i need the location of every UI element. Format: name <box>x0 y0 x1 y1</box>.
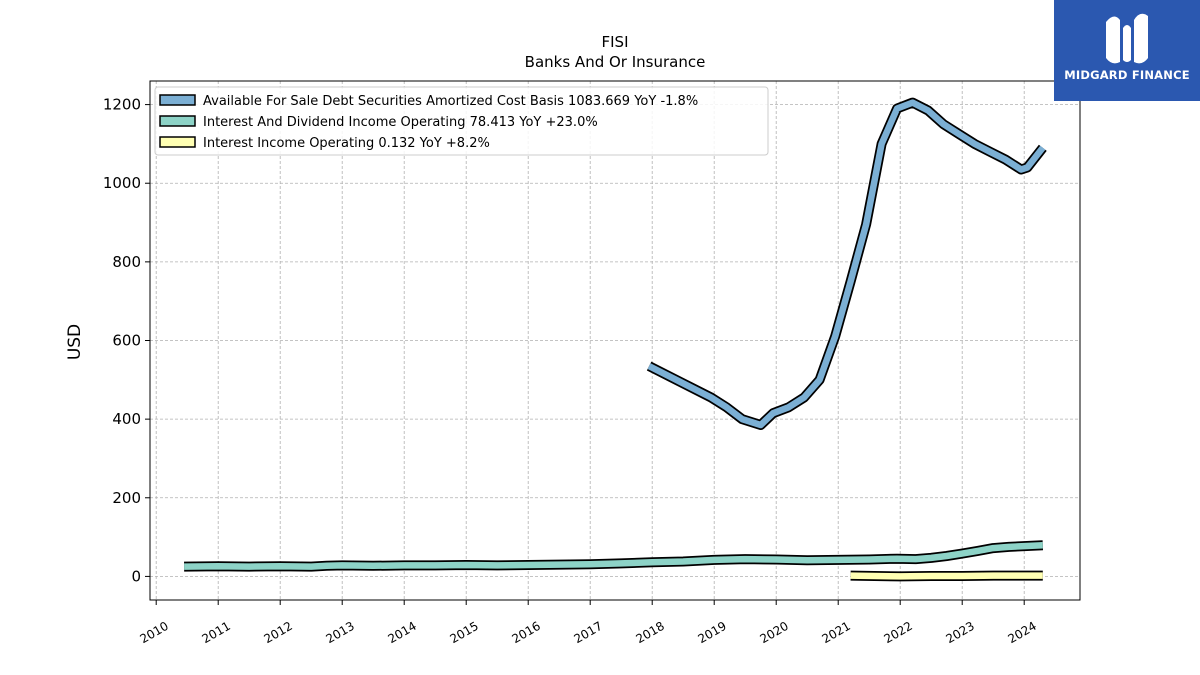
legend-label-2: Interest Income Operating 0.132 YoY +8.2… <box>203 136 490 151</box>
x-tick-label: 2012 <box>261 619 294 646</box>
y-tick-label: 0 <box>131 567 141 585</box>
legend-box <box>154 86 769 156</box>
x-tick-label: 2023 <box>943 619 976 646</box>
grid <box>150 81 1080 600</box>
x-tick-label: 2011 <box>199 619 232 646</box>
x-tick-label: 2024 <box>1005 619 1038 646</box>
logo-text: MIDGARD FINANCE <box>1064 68 1190 82</box>
x-tick-label: 2014 <box>385 619 418 646</box>
legend-swatch-1 <box>159 115 196 127</box>
x-tick-label: 2017 <box>571 619 604 646</box>
x-tick-label: 2021 <box>819 619 852 646</box>
x-tick-label: 2018 <box>633 619 666 646</box>
legend-swatch-2 <box>159 136 196 148</box>
x-tick-label: 2016 <box>509 619 542 646</box>
x-tick-label: 2020 <box>757 619 790 646</box>
logo-mark-icon <box>1106 13 1148 64</box>
legend-swatch-0 <box>159 94 196 106</box>
chart-subtitle: Banks And Or Insurance <box>525 53 706 71</box>
x-tick-label: 2010 <box>137 619 170 646</box>
y-tick-label: 600 <box>112 332 141 350</box>
series-line-1 <box>184 542 1043 570</box>
x-tick-label: 2015 <box>447 619 480 646</box>
legend: Available For Sale Debt Securities Amort… <box>154 86 769 156</box>
series-layer <box>184 97 1047 582</box>
brand-logo: MIDGARD FINANCE <box>1054 0 1200 101</box>
x-tick-label: 2022 <box>881 619 914 646</box>
x-tick-label: 2013 <box>323 619 356 646</box>
y-tick-label: 1200 <box>103 96 141 114</box>
legend-label-0: Available For Sale Debt Securities Amort… <box>203 94 698 109</box>
chart-title: FISI <box>602 33 629 51</box>
y-axis-label: USD <box>65 324 85 360</box>
series-line-0 <box>647 99 1046 429</box>
series-line-2 <box>850 572 1043 580</box>
legend-label-1: Interest And Dividend Income Operating 7… <box>203 115 598 130</box>
y-tick-label: 1000 <box>103 174 141 192</box>
y-tick-label: 400 <box>112 410 141 428</box>
y-tick-label: 800 <box>112 253 141 271</box>
x-tick-label: 2019 <box>695 619 728 646</box>
y-tick-label: 200 <box>112 489 141 507</box>
